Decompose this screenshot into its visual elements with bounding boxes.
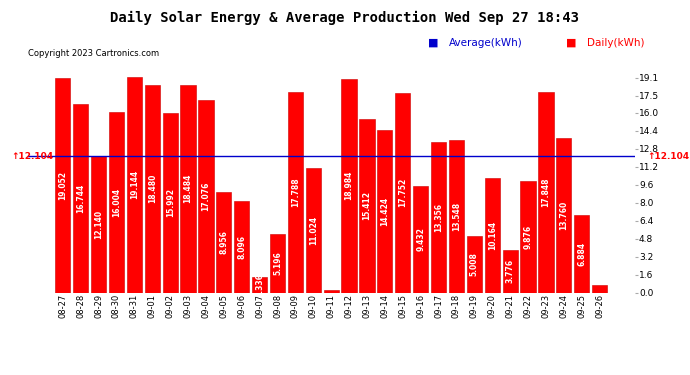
Bar (556, 138, 571, 292)
Text: 5.196: 5.196 (273, 251, 282, 275)
Bar (306, 168, 321, 292)
Text: Daily(kWh): Daily(kWh) (586, 38, 644, 48)
Text: 9.432: 9.432 (416, 228, 425, 251)
Bar (484, 178, 500, 292)
Text: 15.992: 15.992 (166, 188, 175, 217)
Text: Copyright 2023 Cartronics.com: Copyright 2023 Cartronics.com (28, 49, 159, 58)
Bar (55, 78, 70, 292)
Bar (342, 79, 357, 292)
Text: 17.788: 17.788 (291, 178, 300, 207)
Text: 17.848: 17.848 (542, 177, 551, 207)
Bar (413, 186, 428, 292)
Text: 18.984: 18.984 (344, 171, 353, 200)
Bar (270, 234, 285, 292)
Text: 19.144: 19.144 (130, 170, 139, 200)
Text: 15.412: 15.412 (362, 191, 371, 220)
Text: 16.004: 16.004 (112, 188, 121, 217)
Text: 14.424: 14.424 (380, 197, 389, 226)
Text: 10.164: 10.164 (488, 221, 497, 250)
Bar (449, 140, 464, 292)
Bar (592, 285, 607, 292)
Text: 13.760: 13.760 (560, 201, 569, 230)
Text: 12.140: 12.140 (94, 210, 103, 239)
Bar (288, 92, 303, 292)
Bar (377, 130, 393, 292)
Bar (234, 201, 249, 292)
Bar (109, 112, 124, 292)
Text: 13.356: 13.356 (434, 203, 443, 232)
Bar (520, 182, 535, 292)
Text: 13.548: 13.548 (452, 202, 461, 231)
Text: 19.052: 19.052 (58, 171, 68, 200)
Bar (395, 93, 411, 292)
Text: 11.024: 11.024 (309, 216, 318, 245)
Bar (359, 119, 375, 292)
Text: ■: ■ (428, 38, 438, 48)
Text: Daily Solar Energy & Average Production Wed Sep 27 18:43: Daily Solar Energy & Average Production … (110, 11, 580, 26)
Bar (198, 100, 213, 292)
Bar (431, 142, 446, 292)
Bar (91, 156, 106, 292)
Text: 18.484: 18.484 (184, 174, 193, 203)
Text: 18.480: 18.480 (148, 174, 157, 203)
Bar (466, 236, 482, 292)
Text: 16.744: 16.744 (76, 184, 85, 213)
Text: ↑12.104: ↑12.104 (647, 152, 689, 161)
Bar (324, 290, 339, 292)
Text: 1.336: 1.336 (255, 273, 264, 297)
Bar (538, 92, 553, 292)
Text: 6.884: 6.884 (578, 242, 586, 266)
Text: 8.096: 8.096 (237, 235, 246, 259)
Text: 9.876: 9.876 (524, 225, 533, 249)
Bar (145, 85, 160, 292)
Bar (181, 84, 196, 292)
Text: Average(kWh): Average(kWh) (448, 38, 522, 48)
Bar (502, 250, 518, 292)
Text: 17.752: 17.752 (398, 178, 407, 207)
Text: 5.008: 5.008 (470, 252, 479, 276)
Text: 8.956: 8.956 (219, 230, 228, 254)
Text: 3.776: 3.776 (506, 259, 515, 284)
Bar (216, 192, 231, 292)
Text: ↑12.104: ↑12.104 (12, 152, 54, 161)
Text: 17.076: 17.076 (201, 182, 210, 211)
Bar (127, 77, 142, 292)
Bar (163, 112, 178, 292)
Text: ■: ■ (566, 38, 576, 48)
Bar (574, 215, 589, 292)
Bar (252, 278, 267, 292)
Bar (73, 104, 88, 292)
